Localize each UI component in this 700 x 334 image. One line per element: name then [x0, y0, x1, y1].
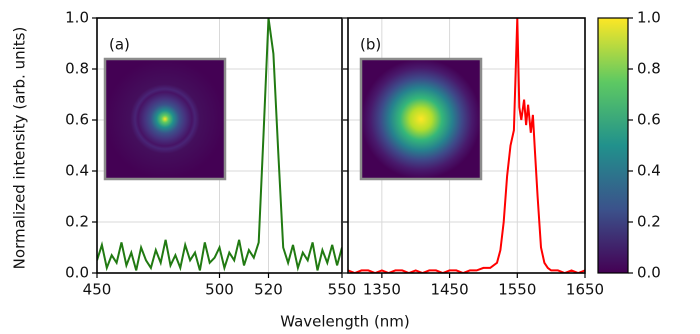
x-tick-label: 1350 [363, 281, 401, 299]
colorbar-tick-label: 0.4 [637, 162, 661, 180]
x-tick-label: 1450 [430, 281, 468, 299]
x-tick-label: 1550 [498, 281, 536, 299]
colorbar-tick-label: 0.2 [637, 213, 661, 231]
x-tick-label: 450 [83, 281, 112, 299]
y-tick-label: 0.4 [65, 162, 89, 180]
x-tick-label: 1650 [566, 281, 604, 299]
colorbar-tick-label: 0.6 [637, 111, 661, 129]
colorbar-tick-label: 1.0 [637, 9, 661, 27]
y-tick-label: 0.6 [65, 111, 89, 129]
y-tick-label: 1.0 [65, 9, 89, 27]
panel-label: (b) [360, 36, 381, 54]
page: {"chart_data": [ {"type": "line", "panel… [0, 0, 700, 334]
y-tick-label: 0.8 [65, 60, 89, 78]
y-axis-label: Normalized intensity (arb. units) [11, 27, 29, 270]
x-tick-label: 500 [205, 281, 234, 299]
x-axis-label: Wavelength (nm) [280, 313, 410, 331]
colorbar [598, 18, 628, 273]
x-tick-label: 550 [328, 281, 357, 299]
colorbar-tick-label: 0.0 [637, 264, 661, 282]
y-tick-label: 0.2 [65, 213, 89, 231]
colorbar-tick-label: 0.8 [637, 60, 661, 78]
inset-image [361, 59, 481, 179]
inset-image [105, 59, 225, 179]
x-tick-label: 520 [254, 281, 283, 299]
y-tick-label: 0.0 [65, 264, 89, 282]
panel-label: (a) [109, 36, 130, 54]
figure: Normalized intensity (arb. units) Wavele… [0, 0, 700, 334]
